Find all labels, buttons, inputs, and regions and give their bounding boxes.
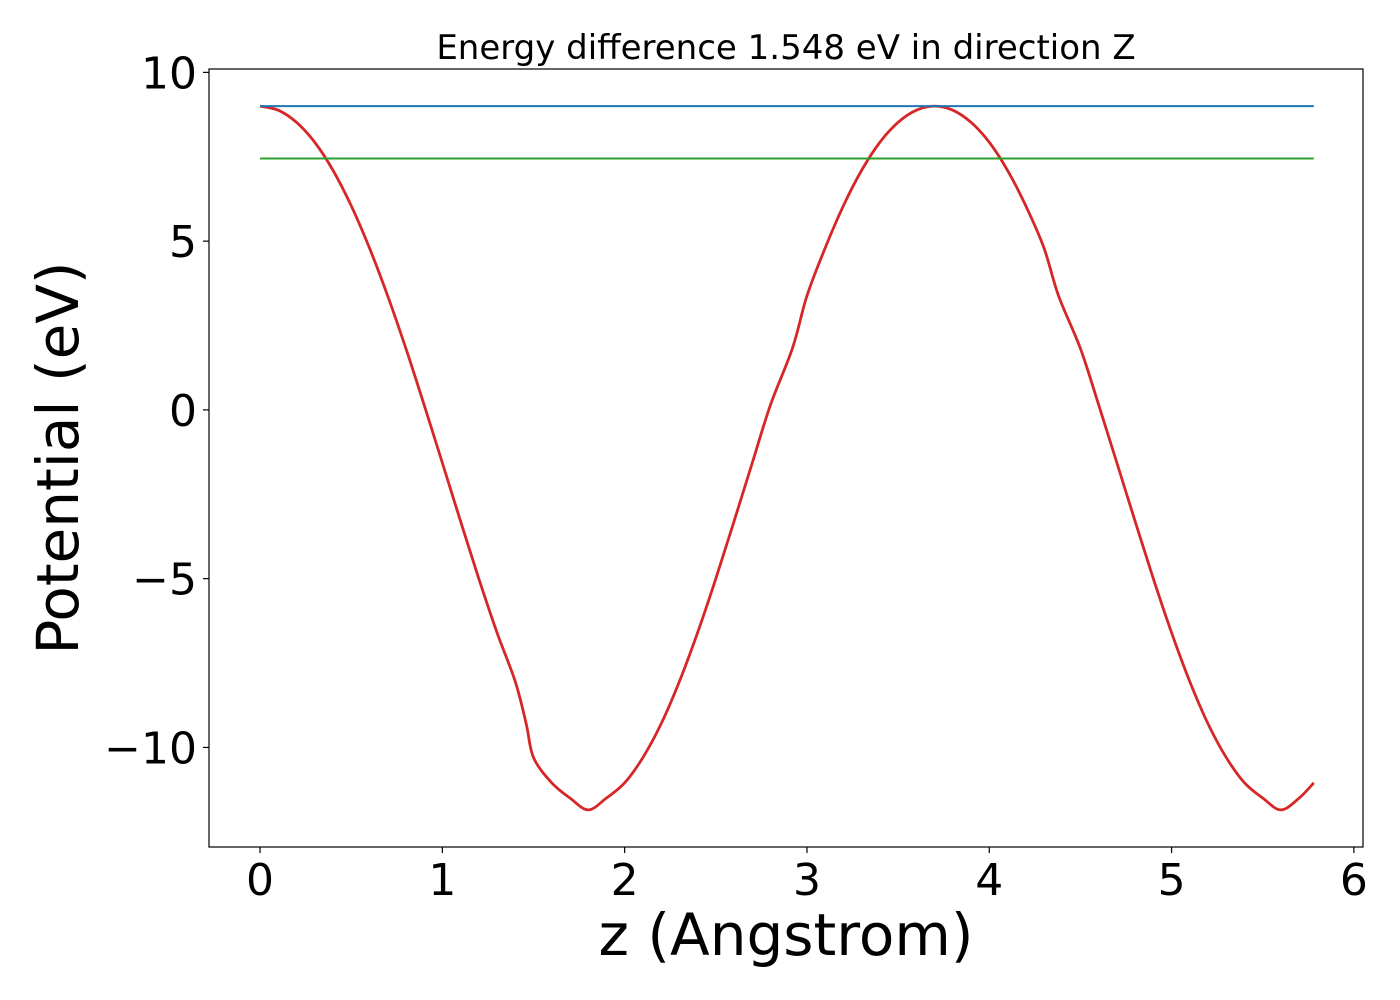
y-tick-label: 0 [169,386,197,437]
x-tick-label: 5 [1158,855,1186,906]
potential-curve-line [259,104,1315,812]
y-tick-label: 5 [169,217,197,268]
x-tick-label: 4 [975,855,1003,906]
x-tick-label: 6 [1340,855,1368,906]
y-tick-label: −5 [132,555,197,606]
x-tick-label: 3 [793,855,821,906]
x-tick-label: 2 [611,855,639,906]
plot-area-frame [208,68,1364,848]
series-layer [259,104,1315,812]
x-axis-label: z (Angstrom) [599,901,974,969]
y-tick-label: −10 [104,723,197,774]
x-axis-ticks: 0 1 2 3 4 5 6 [246,847,1368,906]
x-tick-label: 1 [428,855,456,906]
y-tick-label: 10 [141,48,197,99]
chart-title: Energy difference 1.548 eV in direction … [436,28,1135,68]
x-tick-label: 0 [246,855,274,906]
y-axis-label: Potential (eV) [24,261,92,654]
y-axis-ticks: −10 −5 0 5 10 [104,48,209,774]
